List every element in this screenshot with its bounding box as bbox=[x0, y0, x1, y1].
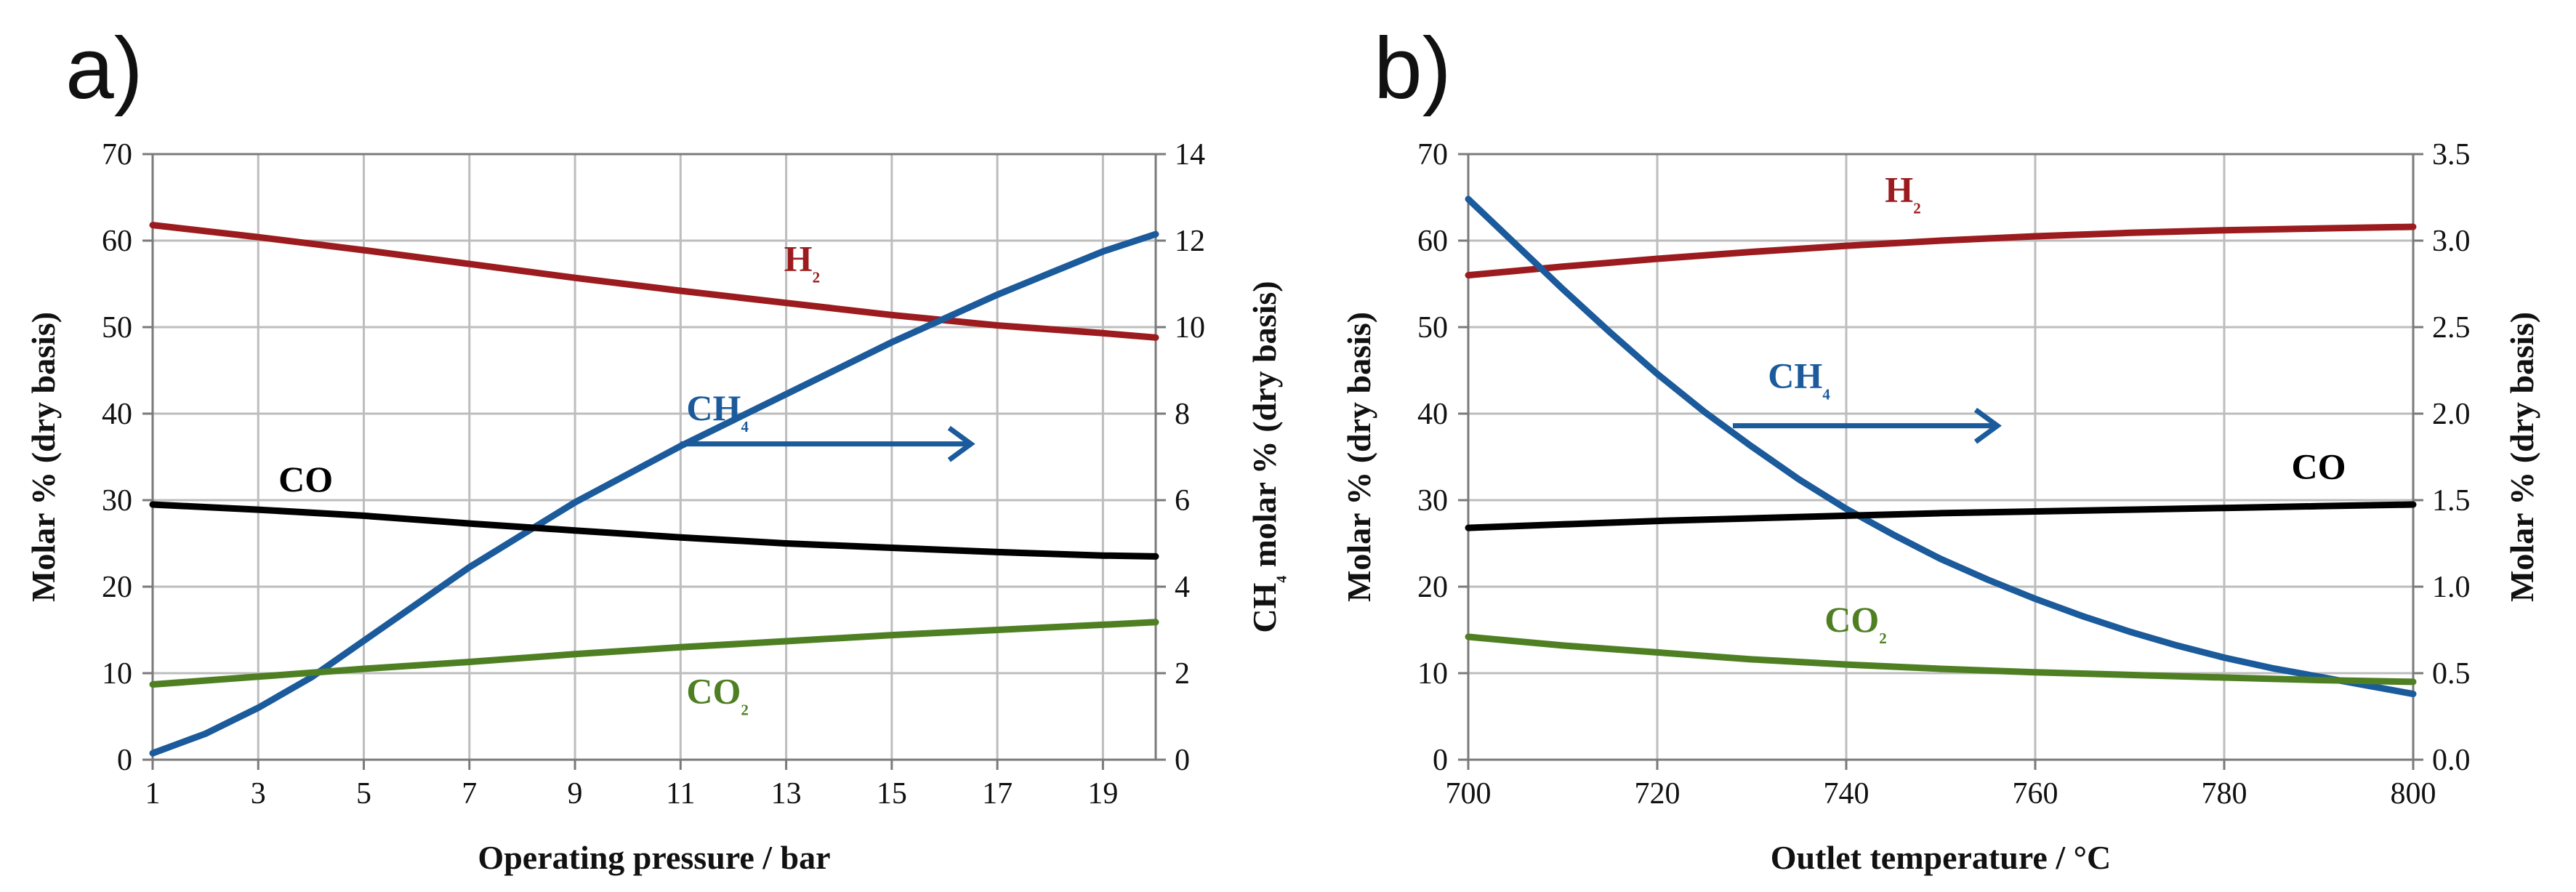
panel-a-label: a) bbox=[65, 20, 143, 117]
panel-a-x-tick-label: 13 bbox=[771, 777, 802, 811]
panel-b-x-tick-label: 740 bbox=[1824, 777, 1869, 811]
panel-a-left-y-tick-label: 60 bbox=[102, 225, 132, 258]
panel-a-left-y-tick-label: 70 bbox=[102, 138, 132, 172]
panel-a-left-y-tick-label: 10 bbox=[102, 657, 132, 691]
panel-b-left-y-tick-label: 50 bbox=[1417, 311, 1448, 345]
panel-a-right-y-tick-label: 6 bbox=[1175, 484, 1190, 518]
panel-b-left-y-tick-label: 20 bbox=[1417, 571, 1448, 604]
panel-a-x-tick-label: 3 bbox=[251, 777, 266, 811]
panel-a-right-y-tick-label: 10 bbox=[1175, 311, 1205, 345]
panel-a-left-y-tick-label: 0 bbox=[117, 744, 132, 777]
panel-b-left-y-tick-label: 40 bbox=[1417, 398, 1448, 431]
panel-b-right-y-tick-label: 1.0 bbox=[2432, 571, 2471, 604]
panel-a-ch4-right-axis-arrow-head bbox=[947, 425, 975, 462]
panel-b-right-y-tick-label: 1.5 bbox=[2432, 484, 2471, 518]
panel-b-left-y-tick-label: 10 bbox=[1417, 657, 1448, 691]
panel-a-right-y-tick-label: 2 bbox=[1175, 657, 1190, 691]
panel-a-x-tick-label: 5 bbox=[356, 777, 371, 811]
panel-b-left-y-axis-title: Molar % (dry basis) bbox=[1340, 312, 1377, 602]
panel-b-right-y-tick-label: 3.0 bbox=[2432, 225, 2471, 258]
panel-a-plot-frame bbox=[151, 153, 1157, 761]
panel-b-h2-series-line bbox=[1465, 223, 2417, 279]
panel-a-right-y-tick-label: 12 bbox=[1175, 225, 1205, 258]
panel-b-x-tick-label: 760 bbox=[2013, 777, 2058, 811]
panel-a-ch4-series-label: CH₄ bbox=[686, 387, 749, 433]
panel-b-right-y-tick-label: 2.0 bbox=[2432, 398, 2471, 431]
panel-a-left-y-tick-label: 20 bbox=[102, 571, 132, 604]
panel-a-x-tick-label: 7 bbox=[462, 777, 477, 811]
panel-b-chart: b) 0 10 20 30 40 50 60 70 0.0 0.5 1.0 1.5 2.0 2.5 3.0 3… bbox=[1340, 20, 2540, 876]
panel-b-plot-frame bbox=[1467, 153, 2415, 761]
panel-b-x-tick-label: 800 bbox=[2391, 777, 2436, 811]
panel-a-x-tick-label: 9 bbox=[568, 777, 583, 811]
panel-a-x-tick-label: 15 bbox=[877, 777, 907, 811]
panel-b-right-y-tick-label: 0.0 bbox=[2432, 744, 2471, 777]
panel-a-x-tick-label: 11 bbox=[666, 777, 695, 811]
panel-b-ch4-right-axis-arrow-head bbox=[1973, 407, 2002, 444]
panel-b-left-y-tick-label: 30 bbox=[1417, 484, 1448, 518]
panel-a-left-y-axis-title: Molar % (dry basis) bbox=[25, 312, 62, 602]
panel-b-left-y-tick-label: 0 bbox=[1433, 744, 1448, 777]
panel-b-right-y-tick-label: 2.5 bbox=[2432, 311, 2471, 345]
panel-b-right-y-axis-title: Molar % (dry basis) bbox=[2503, 312, 2540, 602]
panel-a-x-tick-label: 19 bbox=[1087, 777, 1118, 811]
panel-b-x-tick-label: 780 bbox=[2202, 777, 2247, 811]
panel-b-x-tick-label: 720 bbox=[1635, 777, 1681, 811]
panel-a-co-series-line bbox=[149, 501, 1159, 560]
panel-b-x-axis-title: Outlet temperature / °C bbox=[1771, 839, 2111, 876]
panel-b-left-y-tick-label: 60 bbox=[1417, 225, 1448, 258]
panel-b-right-y-tick-label: 0.5 bbox=[2432, 657, 2471, 691]
panel-b-right-y-tick-label: 3.5 bbox=[2432, 138, 2471, 172]
panel-a-x-tick-label: 1 bbox=[145, 777, 161, 811]
panel-a-right-y-tick-label: 4 bbox=[1175, 571, 1190, 604]
panel-a-left-y-tick-label: 50 bbox=[102, 311, 132, 345]
panel-a-x-tick-label: 17 bbox=[982, 777, 1013, 811]
panel-b-co-series-label: CO bbox=[2292, 446, 2346, 486]
panel-b-ch4-series-label: CH₄ bbox=[1768, 355, 1830, 400]
panel-a-right-y-axis-title: CH₄ molar % (dry basis) bbox=[1246, 281, 1287, 632]
panel-a-h2-series-line bbox=[149, 222, 1159, 341]
panel-a-right-y-tick-label: 14 bbox=[1175, 138, 1205, 172]
panel-b-label: b) bbox=[1374, 20, 1452, 117]
panel-b-left-y-tick-label: 70 bbox=[1417, 138, 1448, 172]
panel-a-co2-series-label: CO₂ bbox=[686, 671, 749, 716]
panel-b-co2-series-label: CO₂ bbox=[1824, 599, 1887, 644]
panel-b-h2-series-label: H₂ bbox=[1885, 169, 1920, 214]
panel-b-x-tick-label: 700 bbox=[1446, 777, 1492, 811]
panel-a-right-y-tick-label: 8 bbox=[1175, 398, 1190, 431]
panel-a-left-y-tick-label: 30 bbox=[102, 484, 132, 518]
panel-b-ch4-series-line bbox=[1465, 196, 2417, 698]
panel-a-co2-series-line bbox=[149, 619, 1159, 688]
panel-b-co2-series-line bbox=[1465, 633, 2417, 686]
panel-b-co-series-line bbox=[1465, 501, 2417, 531]
panel-a-left-y-tick-label: 40 bbox=[102, 398, 132, 431]
panel-a-right-y-tick-label: 0 bbox=[1175, 744, 1190, 777]
panel-a-co-series-label: CO bbox=[278, 459, 333, 499]
panel-a-h2-series-label: H₂ bbox=[784, 238, 820, 284]
panel-a-x-axis-title: Operating pressure / bar bbox=[478, 839, 830, 876]
